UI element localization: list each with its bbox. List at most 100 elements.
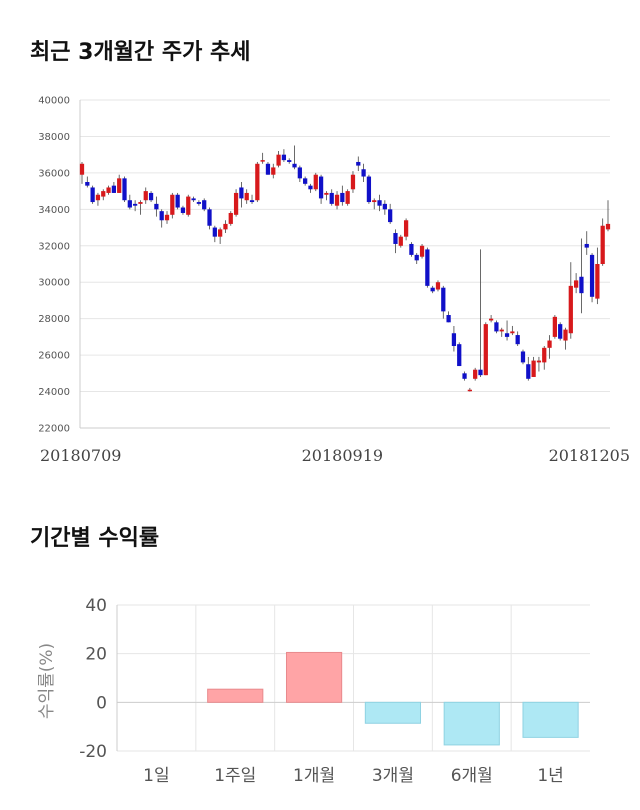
candle	[297, 165, 302, 182]
candle	[451, 325, 457, 352]
candle	[552, 315, 557, 339]
candle	[154, 196, 159, 217]
candle-body	[271, 167, 276, 175]
candle-body	[159, 211, 164, 221]
candle-body	[308, 185, 313, 190]
candle	[175, 192, 180, 210]
candle	[563, 327, 568, 350]
candle-body	[467, 389, 472, 392]
candle	[430, 285, 435, 294]
candle	[568, 262, 573, 339]
candle-body	[196, 202, 202, 204]
candle-body	[398, 236, 403, 246]
candle-body	[462, 373, 467, 379]
candle	[313, 172, 318, 192]
candle-body	[345, 191, 350, 204]
candle	[419, 243, 425, 259]
candle-body	[589, 254, 595, 297]
y-tick-label: 40000	[38, 96, 70, 107]
candle-body	[313, 174, 318, 190]
candle-body	[260, 160, 265, 162]
candle	[292, 145, 297, 170]
candle-body	[414, 254, 419, 261]
candle	[536, 356, 542, 372]
candle-body	[542, 347, 547, 363]
candle	[191, 196, 196, 203]
candle-body	[361, 169, 366, 177]
y-tick-label: 0	[96, 693, 107, 713]
candle-body	[303, 178, 308, 184]
candle-body	[154, 203, 159, 210]
candle	[148, 191, 154, 203]
candle-body	[552, 316, 557, 337]
return-bar	[522, 701, 579, 738]
stock-trend-title: 최근 3개월간 주가 추세	[30, 40, 251, 65]
return-bar	[285, 651, 343, 703]
candle	[366, 174, 372, 204]
candle	[372, 198, 377, 210]
candle	[457, 342, 462, 367]
candle-body	[356, 161, 361, 166]
candle	[334, 191, 340, 210]
return-bar	[207, 688, 264, 703]
candle-body	[202, 200, 207, 210]
category-label: 1주일	[214, 766, 256, 786]
candle	[329, 189, 334, 206]
candle	[520, 349, 526, 365]
candle	[605, 200, 611, 232]
candle-body	[451, 333, 457, 346]
candle-body	[478, 369, 483, 376]
candle	[478, 249, 483, 377]
candle-body	[457, 344, 462, 367]
candle-body	[191, 198, 196, 201]
candle	[79, 161, 85, 184]
candle	[589, 253, 595, 303]
candle	[409, 242, 414, 257]
candle	[159, 209, 164, 228]
candle-body	[430, 287, 435, 292]
candle	[446, 311, 451, 323]
y-tick-label: 24000	[38, 387, 70, 398]
y-tick-label: 32000	[38, 241, 70, 252]
candle	[260, 152, 265, 164]
candle-body	[223, 223, 228, 230]
candle	[218, 227, 223, 244]
candle-body	[372, 200, 377, 203]
candle-body	[568, 285, 573, 334]
candle-body	[377, 200, 382, 206]
category-label: 3개월	[372, 766, 414, 786]
candle	[499, 327, 504, 337]
candle-body	[504, 333, 510, 337]
candle-body	[329, 192, 334, 204]
candle-body	[488, 318, 494, 321]
candle	[133, 200, 138, 212]
candle	[531, 356, 536, 377]
candle-body	[287, 160, 292, 162]
candle-body	[515, 335, 520, 345]
candle-body	[133, 203, 138, 206]
candle	[340, 185, 345, 206]
candle-body	[239, 187, 244, 199]
candle	[90, 185, 95, 204]
candle	[212, 225, 217, 243]
candle	[584, 231, 589, 255]
candle-body	[95, 194, 101, 201]
y-tick-label: 20	[85, 645, 107, 665]
candle	[494, 320, 499, 334]
candle-body	[510, 331, 515, 334]
y-tick-label: 38000	[38, 132, 70, 143]
candle-body	[366, 176, 372, 203]
candle-body	[547, 340, 552, 348]
candle-body	[111, 185, 117, 193]
candle-body	[334, 194, 340, 206]
candle	[388, 203, 393, 224]
candle-body	[318, 176, 324, 199]
candle-body	[255, 163, 260, 201]
candle-body	[233, 192, 239, 215]
candle-body	[79, 163, 85, 175]
candle-body	[106, 187, 111, 193]
candle-body	[218, 229, 223, 237]
candle	[207, 207, 212, 230]
candle	[414, 253, 419, 264]
y-tick-label: 26000	[38, 351, 70, 362]
